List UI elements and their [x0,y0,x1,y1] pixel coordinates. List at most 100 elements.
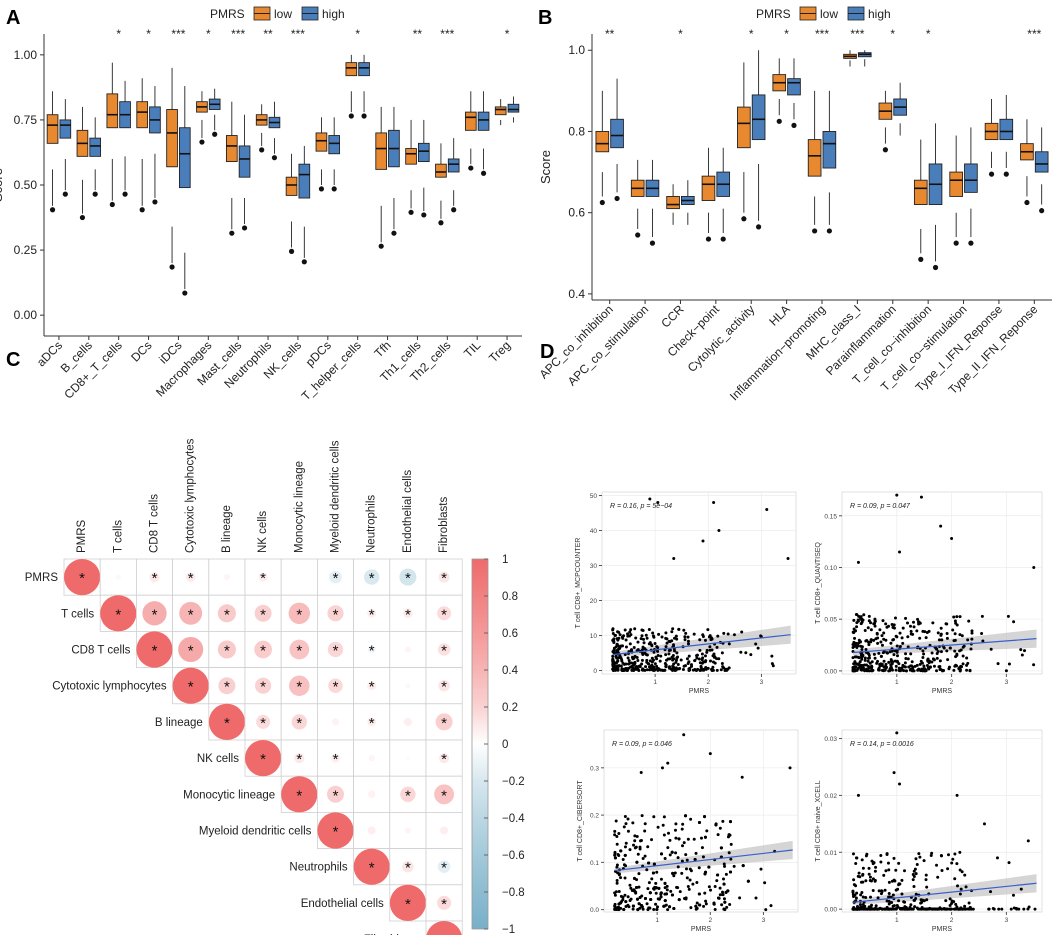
data-point [862,613,866,617]
box-high-CCR [681,180,695,225]
data-point [928,906,932,910]
data-point [861,654,865,658]
data-point [636,659,640,663]
data-point [853,655,857,659]
data-point [665,888,669,892]
x-tick-label: 2 [708,917,712,924]
data-point [697,866,701,870]
correlation-stat: R = 0.09, p = 0.046 [612,741,672,748]
y-tick-label: 0.00 [14,308,38,322]
data-point [613,904,617,908]
significance-star: * [441,787,447,804]
data-point [621,661,625,665]
data-point [873,624,877,628]
data-point [881,651,885,655]
y-tick-label: 0.03 [824,736,837,743]
significance-star: * [441,570,447,587]
data-point [695,656,699,660]
data-point [705,829,709,833]
data-point [666,908,670,912]
y-axis-label: T cell CD8+_CIBERSORT [577,780,584,862]
data-point [958,669,962,673]
box-iqr [328,135,341,155]
data-point [662,815,666,819]
data-point [645,668,649,672]
data-point [923,630,927,634]
data-point [699,668,703,672]
data-point [911,632,915,636]
data-point [893,649,897,653]
data-point [953,649,957,653]
panel-C: C PMRS T cells CD8 T cells Cytotoxic lymphoc… [6,349,525,935]
data-point [948,903,952,907]
data-point [616,666,620,670]
data-point [885,899,889,903]
data-point [955,905,959,909]
significance-star: * [333,751,339,768]
data-point [867,656,871,660]
data-point [698,648,702,652]
data-point [700,652,704,656]
data-point [963,904,967,908]
data-point [1012,906,1016,910]
outlier-point [92,191,98,197]
box-low-APC_co_stimulation [630,159,645,238]
outlier-point [182,290,188,296]
data-point [925,907,929,911]
data-point [677,898,681,902]
data-point [996,662,1000,666]
box-iqr [949,171,963,197]
y-tick-label: 0.6 [568,206,585,220]
outlier-point [109,201,115,208]
significance-star: * [296,715,302,732]
correlation-circle [254,604,272,622]
outlier-point [212,131,218,137]
data-point [869,621,873,625]
data-point [912,885,916,889]
data-point [948,897,952,901]
data-point [882,873,886,877]
data-point [913,898,917,902]
data-point [957,667,961,671]
data-point [939,907,943,911]
significance-star: * [188,679,194,696]
data-point [707,635,711,639]
data-point [765,508,769,511]
box-iqr [136,101,149,129]
data-point [623,845,627,849]
data-point [904,652,908,656]
data-point [640,814,644,818]
box-high-B_cells [89,117,102,197]
data-point [669,889,673,893]
outlier-point [331,186,337,192]
data-point [911,907,915,911]
data-point [624,638,628,642]
data-point [623,893,627,897]
data-point [633,876,637,880]
correlation-circle [327,785,344,803]
box-high-Parainflammation [893,82,907,136]
data-point [667,649,671,653]
data-point [650,644,654,648]
colorbar-tick-label: 0.6 [502,628,518,640]
data-point [903,661,907,665]
data-point [969,647,973,651]
box-high-Type_II_IFN_Reponse [1034,127,1049,214]
data-point [628,883,632,887]
y-tick-label: 0.15 [824,513,837,520]
correlation-circle [438,679,450,692]
data-point [655,645,659,649]
outlier-point [932,264,939,271]
data-point [613,633,617,637]
data-point [639,771,643,775]
y-tick-label: 0.3 [590,765,599,772]
data-point [937,665,941,669]
box-iqr [59,119,72,139]
data-point [727,851,731,855]
data-point [704,902,708,906]
data-point [640,634,644,638]
row-label: B lineage [155,717,203,729]
data-point [966,638,970,642]
outlier-point [1003,171,1009,177]
data-point [619,664,623,668]
